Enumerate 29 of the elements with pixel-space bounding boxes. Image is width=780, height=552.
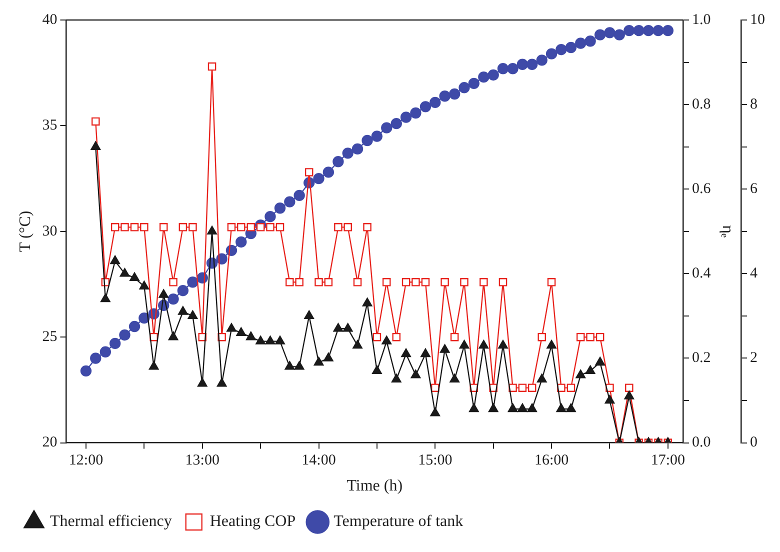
y3-tick-label: 4	[750, 266, 758, 282]
y-tick-label: 20	[42, 434, 58, 451]
legend-label: Temperature of tank	[334, 513, 464, 530]
x-tick-label: 14:00	[302, 452, 336, 469]
y-axis-title: T (°C)	[16, 210, 34, 252]
y2-tick-label: 0.2	[692, 350, 711, 366]
y-tick-label: 25	[42, 329, 58, 346]
y2-axis-title: ηₑ	[719, 225, 736, 238]
x-tick-label: 12:00	[68, 452, 104, 469]
y3-tick-label: 8	[750, 96, 758, 112]
x-tick-label: 17:00	[650, 452, 686, 469]
y3-tick-label: 2	[750, 350, 758, 366]
y2-tick-label: 1.0	[692, 12, 711, 28]
x-tick-label: 15:00	[418, 452, 452, 469]
legend-label: Heating COP	[210, 513, 296, 530]
y2-tick-label: 0.6	[692, 181, 712, 198]
y-tick-label: 30	[42, 223, 58, 240]
y3-tick-label: 10	[750, 12, 765, 28]
y2-tick-label: 0.0	[692, 434, 711, 451]
x-tick-label: 13:00	[185, 452, 220, 469]
y-tick-label: 40	[42, 12, 58, 28]
y2-tick-label: 0.8	[692, 96, 711, 112]
y-tick-label: 35	[42, 118, 58, 134]
y3-tick-label: 0	[750, 434, 758, 451]
y2-tick-label: 0.4	[692, 266, 712, 282]
x-axis-title: Time (h)	[346, 478, 403, 495]
x-tick-label: 16:00	[534, 452, 569, 469]
legend-label: Thermal efficiency	[50, 513, 172, 530]
y3-tick-label: 6	[750, 181, 758, 198]
